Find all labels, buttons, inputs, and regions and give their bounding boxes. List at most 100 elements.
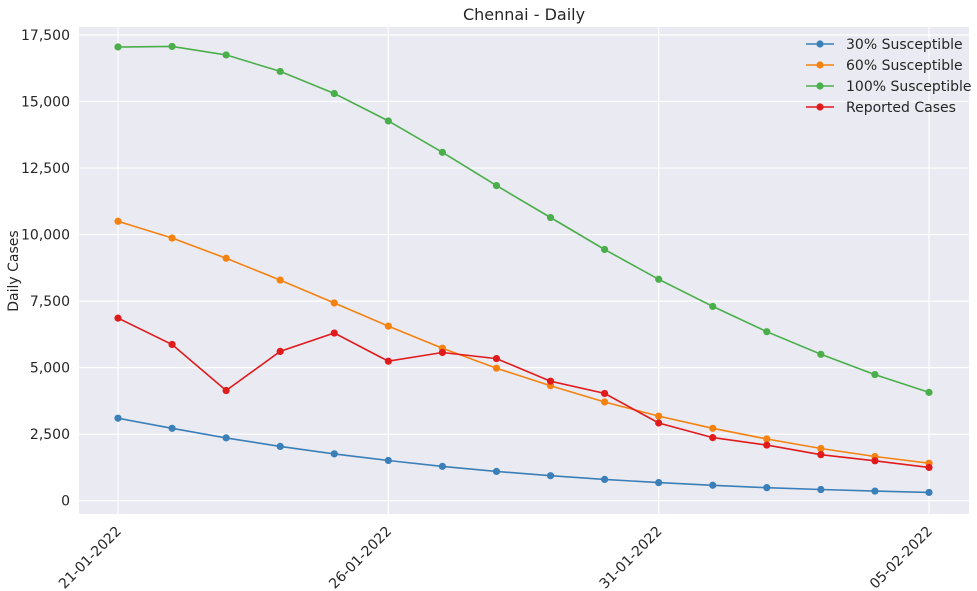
data-point	[763, 441, 771, 449]
series-line	[117, 417, 930, 494]
data-point	[168, 340, 176, 349]
data-point	[492, 467, 501, 476]
data-point	[925, 388, 933, 396]
data-point	[546, 213, 555, 222]
data-point	[492, 182, 501, 190]
data-point	[763, 435, 771, 443]
data-point	[222, 434, 230, 442]
data-point	[601, 245, 609, 254]
data-point	[168, 424, 176, 432]
data-point	[384, 456, 392, 465]
legend-item: 30% Susceptible	[806, 37, 963, 53]
data-point	[114, 217, 122, 225]
data-point	[330, 89, 338, 98]
legend-item: Reported Cases	[806, 100, 956, 116]
data-point	[330, 299, 338, 307]
legend-swatch-marker	[816, 40, 824, 48]
data-point	[709, 302, 717, 311]
legend-item: 100% Susceptible	[806, 79, 972, 95]
series-line	[117, 45, 930, 394]
data-point	[871, 457, 879, 465]
data-point	[330, 329, 338, 337]
data-point	[276, 442, 284, 451]
data-point	[655, 275, 663, 283]
data-point	[222, 254, 230, 262]
data-point	[438, 348, 446, 357]
legend-item: 60% Susceptible	[806, 58, 963, 74]
y-tick-label: 10,000	[21, 228, 70, 244]
data-point	[817, 350, 825, 358]
y-axis-label: Daily Cases	[6, 230, 22, 311]
legend-swatch-marker	[816, 61, 824, 69]
x-tick-label: 21-01-2022	[56, 524, 125, 591]
x-axis: 21-01-2022 26-01-2022 31-01-2022 05-02-2022	[56, 524, 936, 591]
data-point	[114, 43, 122, 51]
x-tick-label: 26-01-2022	[326, 524, 395, 591]
data-point	[438, 462, 446, 470]
plot-background	[79, 27, 969, 514]
data-point	[384, 357, 392, 365]
data-point	[546, 377, 555, 385]
y-tick-label: 2,500	[30, 427, 70, 443]
data-point	[763, 484, 771, 492]
y-tick-label: 15,000	[21, 95, 70, 111]
data-point	[546, 472, 555, 480]
series-100-susceptible	[114, 42, 933, 396]
data-point	[492, 354, 501, 363]
data-point	[763, 328, 771, 336]
y-tick-label: 17,500	[21, 28, 70, 44]
y-tick-label: 0	[61, 494, 70, 510]
data-point	[925, 463, 933, 472]
data-point	[655, 419, 663, 427]
data-point	[817, 444, 825, 453]
data-point	[114, 314, 122, 322]
data-point	[925, 488, 933, 497]
data-point	[871, 487, 879, 495]
y-axis: 0 2,500 5,000 7,500 10,000 12,500 15,000 17,500	[21, 28, 70, 510]
legend: 30% Susceptible 60% Susceptible 100% Susce…	[806, 37, 972, 116]
data-point	[168, 42, 176, 51]
data-point	[817, 451, 825, 459]
series-60-susceptible	[114, 217, 933, 467]
data-point	[817, 485, 825, 494]
series-30-susceptible	[114, 414, 933, 497]
data-point	[655, 412, 663, 420]
legend-label: 100% Susceptible	[846, 79, 972, 95]
data-point	[709, 424, 717, 432]
data-point	[168, 234, 176, 242]
data-point	[438, 148, 446, 156]
legend-label: Reported Cases	[846, 100, 956, 116]
y-tick-label: 12,500	[21, 161, 70, 177]
legend-label: 60% Susceptible	[846, 58, 963, 74]
data-point	[330, 450, 338, 458]
data-point	[114, 414, 122, 422]
data-point	[601, 389, 609, 398]
data-point	[709, 481, 717, 489]
data-point	[222, 51, 230, 59]
data-point	[276, 347, 284, 356]
grid	[79, 27, 969, 514]
y-tick-label: 7,500	[30, 294, 70, 310]
x-tick-label: 31-01-2022	[597, 524, 666, 591]
data-point	[601, 475, 609, 484]
chart-title: Chennai - Daily	[463, 5, 585, 24]
data-point	[709, 434, 717, 442]
series-line	[117, 317, 930, 469]
series-line	[117, 220, 930, 464]
legend-label: 30% Susceptible	[846, 37, 963, 53]
y-tick-label: 5,000	[30, 361, 70, 377]
x-tick-label: 05-02-2022	[867, 524, 936, 591]
data-point	[384, 322, 392, 330]
series-reported-cases	[114, 314, 933, 472]
legend-swatch-marker	[816, 103, 824, 111]
legend-swatch-marker	[816, 82, 824, 90]
data-point	[492, 364, 501, 372]
data-point	[222, 386, 230, 395]
data-point	[276, 67, 284, 76]
data-point	[276, 276, 284, 284]
data-point	[601, 398, 609, 406]
data-point	[655, 478, 663, 487]
series-group	[114, 42, 933, 497]
data-point	[871, 370, 879, 379]
